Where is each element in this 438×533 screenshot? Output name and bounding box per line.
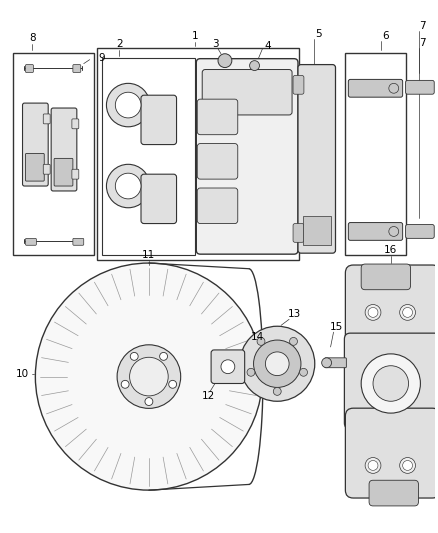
- Text: 12: 12: [201, 391, 215, 401]
- FancyBboxPatch shape: [202, 69, 292, 115]
- FancyBboxPatch shape: [72, 169, 79, 179]
- Text: 5: 5: [315, 29, 322, 39]
- FancyBboxPatch shape: [73, 64, 81, 72]
- Circle shape: [403, 461, 413, 471]
- Circle shape: [106, 164, 150, 208]
- Text: 16: 16: [384, 245, 397, 255]
- Bar: [303, 216, 331, 245]
- Circle shape: [361, 354, 420, 413]
- FancyBboxPatch shape: [141, 174, 177, 223]
- Text: 1: 1: [192, 31, 198, 41]
- FancyBboxPatch shape: [25, 64, 33, 72]
- FancyBboxPatch shape: [346, 408, 438, 498]
- Circle shape: [254, 340, 301, 387]
- FancyBboxPatch shape: [25, 238, 36, 245]
- Circle shape: [106, 83, 150, 127]
- Circle shape: [250, 61, 259, 70]
- FancyBboxPatch shape: [43, 114, 50, 124]
- FancyBboxPatch shape: [197, 99, 238, 135]
- Circle shape: [240, 326, 315, 401]
- Text: 10: 10: [16, 369, 29, 378]
- FancyBboxPatch shape: [406, 224, 434, 238]
- FancyBboxPatch shape: [346, 265, 438, 355]
- Text: 9: 9: [98, 53, 105, 63]
- FancyBboxPatch shape: [293, 76, 304, 94]
- FancyBboxPatch shape: [369, 480, 418, 506]
- FancyBboxPatch shape: [406, 80, 434, 94]
- Text: 2: 2: [116, 39, 123, 49]
- Circle shape: [221, 360, 235, 374]
- FancyBboxPatch shape: [196, 59, 298, 254]
- Text: 3: 3: [212, 39, 219, 49]
- Circle shape: [115, 92, 141, 118]
- FancyBboxPatch shape: [197, 188, 238, 223]
- Circle shape: [130, 357, 168, 396]
- Circle shape: [273, 387, 281, 395]
- FancyBboxPatch shape: [72, 119, 79, 129]
- FancyBboxPatch shape: [43, 164, 50, 174]
- FancyBboxPatch shape: [141, 95, 177, 144]
- Circle shape: [373, 366, 409, 401]
- FancyBboxPatch shape: [54, 158, 73, 186]
- Circle shape: [400, 457, 416, 473]
- Text: 14: 14: [251, 332, 264, 342]
- Circle shape: [321, 358, 332, 368]
- Circle shape: [115, 173, 141, 199]
- Bar: [358, 415, 427, 423]
- Circle shape: [300, 368, 307, 376]
- Bar: [358, 339, 427, 347]
- Circle shape: [265, 352, 289, 376]
- Circle shape: [365, 457, 381, 473]
- Text: 11: 11: [142, 250, 155, 260]
- Bar: [13, 53, 94, 255]
- Circle shape: [365, 304, 381, 320]
- Text: 6: 6: [382, 31, 389, 41]
- FancyBboxPatch shape: [211, 350, 245, 384]
- FancyBboxPatch shape: [348, 79, 403, 97]
- FancyBboxPatch shape: [197, 143, 238, 179]
- Text: 13: 13: [287, 309, 300, 319]
- Bar: [102, 58, 195, 255]
- Circle shape: [368, 461, 378, 471]
- FancyBboxPatch shape: [298, 64, 336, 253]
- FancyBboxPatch shape: [25, 154, 44, 181]
- Circle shape: [257, 337, 265, 345]
- Circle shape: [368, 308, 378, 317]
- Circle shape: [389, 227, 399, 237]
- FancyBboxPatch shape: [325, 358, 346, 368]
- Bar: [346, 53, 406, 255]
- Circle shape: [218, 54, 232, 68]
- FancyBboxPatch shape: [361, 264, 410, 290]
- Circle shape: [145, 398, 153, 406]
- Circle shape: [403, 308, 413, 317]
- Circle shape: [400, 304, 416, 320]
- FancyBboxPatch shape: [348, 223, 403, 240]
- Text: 7: 7: [419, 21, 426, 31]
- Circle shape: [35, 263, 262, 490]
- FancyBboxPatch shape: [344, 333, 438, 429]
- Circle shape: [290, 337, 297, 345]
- FancyBboxPatch shape: [22, 103, 48, 186]
- Bar: [96, 48, 299, 260]
- FancyBboxPatch shape: [73, 238, 84, 245]
- Circle shape: [159, 352, 167, 360]
- Text: 7: 7: [419, 38, 426, 48]
- Circle shape: [121, 381, 129, 388]
- Circle shape: [117, 345, 181, 408]
- Circle shape: [130, 352, 138, 360]
- Circle shape: [389, 83, 399, 93]
- Text: 8: 8: [29, 33, 36, 43]
- FancyBboxPatch shape: [293, 223, 304, 243]
- FancyBboxPatch shape: [51, 108, 77, 191]
- Circle shape: [247, 368, 255, 376]
- Text: 15: 15: [330, 322, 343, 332]
- Circle shape: [169, 381, 177, 388]
- Text: 4: 4: [264, 41, 271, 51]
